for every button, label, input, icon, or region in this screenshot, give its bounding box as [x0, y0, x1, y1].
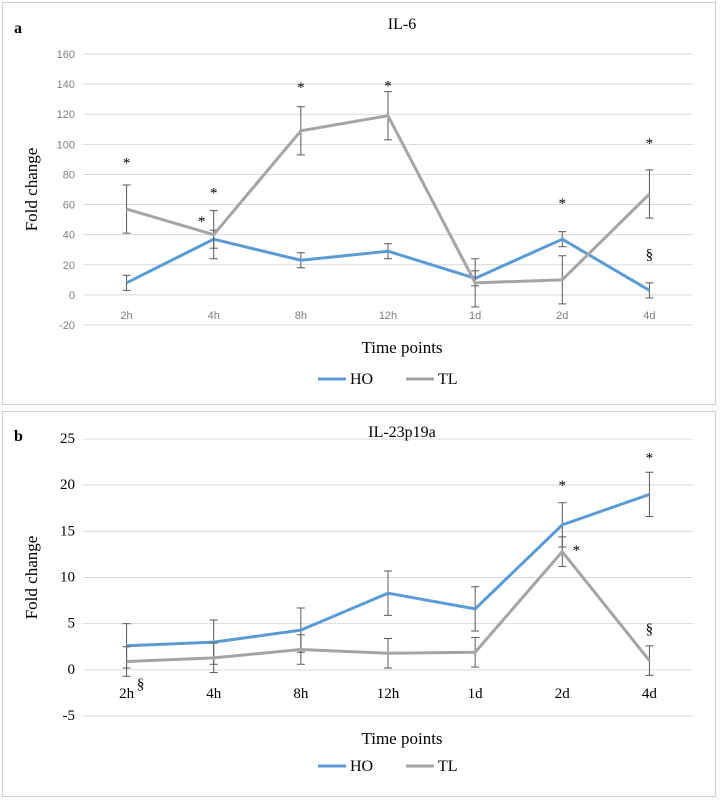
- chart-a-ytick-label: 80: [63, 169, 75, 181]
- chart-b-panel-letter: b: [14, 428, 23, 445]
- chart-a-ytick-label: 20: [63, 260, 75, 272]
- chart-a-ylabel: Fold change: [22, 148, 41, 232]
- chart-b-ytick-label: 15: [60, 523, 75, 539]
- chart-b-annotation: *: [559, 478, 567, 494]
- chart-a-ytick-label: 160: [57, 49, 75, 61]
- chart-b-annotation: §: [646, 621, 654, 637]
- chart-b-annotation: §: [137, 677, 145, 693]
- chart-a-xlabel: Time points: [361, 338, 442, 357]
- chart-b-legend-label-ho: HO: [350, 758, 373, 775]
- chart-a-ytick-label: 0: [69, 290, 75, 302]
- chart-b-xtick-label: 12h: [377, 686, 400, 702]
- chart-a-ytick-label: 40: [63, 230, 75, 242]
- chart-b-ytick-label: 25: [60, 431, 75, 447]
- chart-b-ylabel: Fold change: [22, 536, 41, 620]
- chart-b-title: IL-23p19a: [368, 424, 436, 441]
- chart-b-xtick-label: 8h: [293, 686, 309, 702]
- chart-a-ytick-label: 120: [57, 109, 75, 121]
- chart-b-ytick-label: 10: [60, 570, 75, 586]
- chart-a-xtick-label: 2d: [556, 310, 568, 322]
- chart-b-annotation: *: [573, 543, 581, 559]
- chart-a-title: IL-6: [388, 16, 416, 33]
- chart-b-xtick-label: 1d: [468, 686, 484, 702]
- chart-b-xtick-label: 4h: [206, 686, 222, 702]
- chart-a-annotation: *: [210, 186, 218, 202]
- chart-a-xtick-label: 12h: [379, 310, 397, 322]
- chart-a-svg: -20 0 20 40 60 80 100 120 140 160 2h 4h 8h 12h 1d 2d 4d I…: [14, 16, 693, 388]
- chart-b-xlabel: Time points: [361, 729, 442, 748]
- chart-b-legend-label-tl: TL: [438, 758, 458, 775]
- chart-a-annotation: *: [198, 214, 206, 230]
- chart-a-legend-label-ho: HO: [350, 371, 373, 388]
- chart-panel-b: -5 0 5 10 15 20 25 2h 4h 8h 12h 1d 2d 4d IL-23p19a b Fol…: [2, 411, 716, 797]
- chart-b-xtick-label: 4d: [642, 686, 658, 702]
- chart-a-ytick-label: 100: [57, 139, 75, 151]
- chart-panel-a: -20 0 20 40 60 80 100 120 140 160 2h 4h 8h 12h 1d 2d 4d I…: [2, 2, 716, 405]
- chart-b-xtick-label: 2d: [555, 686, 571, 702]
- chart-a-series-tl-line: [126, 114, 651, 285]
- chart-a-xtick-label: 4h: [208, 310, 220, 322]
- chart-b-series-ho-line: [126, 492, 650, 648]
- chart-a-annotation: *: [123, 155, 131, 171]
- chart-a-ytick-label: 60: [63, 200, 75, 212]
- chart-b-xtick-label: 2h: [119, 686, 135, 702]
- chart-a-ytick-label: -20: [59, 320, 75, 332]
- chart-a-annotation: §: [646, 247, 654, 263]
- chart-a-panel-letter: a: [14, 20, 22, 37]
- chart-a-xtick-label: 4d: [643, 310, 655, 322]
- chart-a-xtick-label: 2h: [120, 310, 132, 322]
- chart-a-ytick-label: 140: [57, 79, 75, 91]
- chart-b-svg: -5 0 5 10 15 20 25 2h 4h 8h 12h 1d 2d 4d IL-23p19a b Fol…: [14, 424, 693, 775]
- chart-a-annotation: *: [384, 79, 392, 95]
- chart-b-ytick-label: 5: [68, 616, 76, 632]
- chart-a-annotation: *: [646, 136, 654, 152]
- chart-a-xtick-label: 1d: [469, 310, 481, 322]
- chart-b-ytick-label: 0: [68, 662, 76, 678]
- chart-a-annotation: *: [559, 196, 567, 212]
- chart-b-ytick-label: 20: [60, 477, 75, 493]
- chart-b-series-tl-line: [126, 550, 651, 664]
- chart-b-annotation: *: [646, 450, 654, 466]
- chart-a-annotation: *: [297, 80, 305, 96]
- chart-a-xtick-label: 8h: [295, 310, 307, 322]
- chart-b-ytick-label: -5: [63, 708, 76, 724]
- chart-a-legend-label-tl: TL: [438, 371, 458, 388]
